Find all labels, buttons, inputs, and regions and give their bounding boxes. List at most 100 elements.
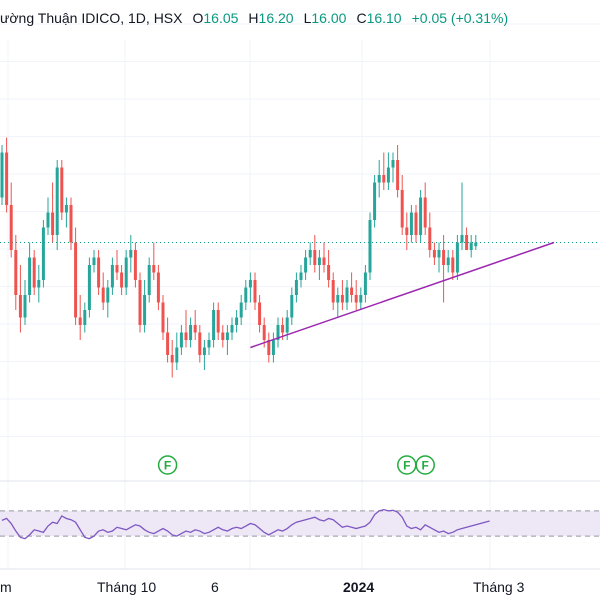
event-marker[interactable]: F xyxy=(157,455,178,475)
candle-body xyxy=(419,197,423,235)
candle-body xyxy=(152,265,156,273)
x-axis-label: Tháng 3 xyxy=(473,579,525,595)
event-marker-circle xyxy=(415,455,435,475)
candle-body xyxy=(46,212,50,228)
candle-body xyxy=(97,257,101,288)
candle-body xyxy=(405,227,409,235)
candle-body xyxy=(258,302,262,325)
candle-body xyxy=(391,160,395,168)
candle-body xyxy=(212,310,216,340)
candle-body xyxy=(37,280,41,288)
candle-body xyxy=(198,332,202,355)
event-marker[interactable]: F xyxy=(397,455,417,475)
close-label: C xyxy=(356,10,367,26)
candle-body xyxy=(83,310,87,325)
candle-body xyxy=(345,287,349,303)
candle-body xyxy=(377,175,381,183)
candle-body xyxy=(432,250,436,258)
symbol-title: ường Thuận IDICO, 1D, HSX xyxy=(0,10,183,26)
candle-body xyxy=(271,340,275,355)
event-marker[interactable]: F xyxy=(415,455,435,475)
candle-body xyxy=(156,272,160,303)
candle-body xyxy=(322,257,326,265)
candle-body xyxy=(396,160,400,190)
symbol-header: ường Thuận IDICO, 1D, HSX O 16.05 H 16.2… xyxy=(0,10,508,30)
candle-body xyxy=(0,152,4,198)
open-value: 16.05 xyxy=(203,10,239,26)
candle-body xyxy=(230,325,234,333)
candle-body xyxy=(175,347,179,363)
candle-body xyxy=(253,280,257,303)
candle-body xyxy=(87,265,91,310)
event-marker-circle xyxy=(157,455,178,475)
candle-body xyxy=(285,317,289,333)
candle-body xyxy=(382,175,386,183)
candle-body xyxy=(244,287,248,303)
event-marker-label: F xyxy=(164,459,171,473)
x-axis-label: 2024 xyxy=(343,579,375,595)
candle-body xyxy=(179,332,183,348)
x-axis-label: m xyxy=(0,579,12,595)
candle-body xyxy=(9,205,13,250)
candle-body xyxy=(331,280,335,303)
candle-body xyxy=(386,167,390,183)
candle-body xyxy=(60,167,64,213)
candle-body xyxy=(455,242,459,273)
candle-body xyxy=(248,280,252,288)
candle-body xyxy=(281,325,285,333)
candle-body xyxy=(267,340,271,355)
candle-body xyxy=(373,182,377,220)
candle-body xyxy=(304,257,308,273)
candle-body xyxy=(327,265,331,280)
candle-body xyxy=(202,347,206,355)
candle-body xyxy=(129,250,133,258)
candle-body xyxy=(138,280,142,325)
candle-body xyxy=(308,250,312,258)
candle-body xyxy=(110,265,114,288)
candle-body xyxy=(147,265,151,295)
candle-body xyxy=(350,287,354,295)
candle-body xyxy=(106,287,110,303)
low-value: 16.00 xyxy=(311,10,347,26)
event-marker-label: F xyxy=(422,459,429,473)
candle-body xyxy=(5,152,9,205)
close-value: 16.10 xyxy=(366,10,402,26)
candle-body xyxy=(166,332,170,355)
candle-body xyxy=(64,205,68,213)
candle-body xyxy=(474,242,478,247)
candle-body xyxy=(14,250,18,295)
candle-body xyxy=(216,310,220,333)
candle-body xyxy=(336,295,340,303)
candle-body xyxy=(290,295,294,318)
candle-body xyxy=(51,212,55,235)
candle-body xyxy=(400,190,404,228)
candle-body xyxy=(354,295,358,303)
candle-body xyxy=(460,235,464,243)
candle-body xyxy=(101,287,105,303)
candle-body xyxy=(294,280,298,295)
candle-body xyxy=(143,295,147,325)
candle-body xyxy=(225,332,229,340)
candle-body xyxy=(41,227,45,280)
candle-body xyxy=(368,220,372,273)
candle-body xyxy=(78,317,82,325)
candle-body xyxy=(184,332,188,340)
candle-body xyxy=(189,325,193,340)
candle-body xyxy=(133,250,137,280)
candle-body xyxy=(451,257,455,273)
candle-body xyxy=(32,257,36,288)
candle-body xyxy=(74,242,78,318)
candle-body xyxy=(428,227,432,250)
candle-body xyxy=(69,205,73,243)
candle-body xyxy=(465,235,469,250)
x-axis-label: 6 xyxy=(211,579,219,595)
candle-body xyxy=(276,325,280,340)
rsi-band xyxy=(0,510,600,537)
candle-body xyxy=(18,295,22,318)
candle-body xyxy=(207,340,211,348)
candle-body xyxy=(363,272,367,295)
candle-body xyxy=(423,197,427,228)
x-axis-label: Tháng 10 xyxy=(97,579,157,595)
